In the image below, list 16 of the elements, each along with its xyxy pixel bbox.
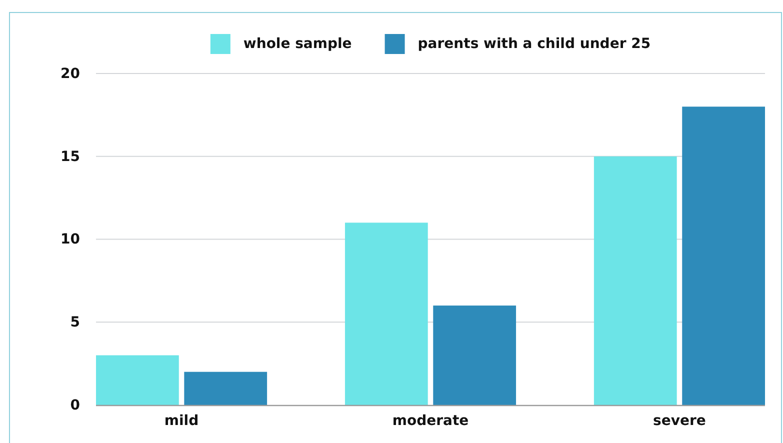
x-tick-label: mild	[164, 412, 199, 429]
bar	[682, 106, 765, 405]
y-tick-label: 0	[70, 397, 80, 414]
x-tick-label: severe	[653, 412, 706, 429]
y-tick-label: 5	[70, 314, 80, 331]
bar	[433, 306, 516, 405]
x-tick-label: moderate	[392, 412, 469, 429]
bar	[594, 156, 677, 405]
y-tick-label: 20	[60, 66, 80, 82]
y-tick-label: 15	[60, 148, 80, 165]
y-tick-label: 10	[60, 232, 80, 248]
bar	[344, 222, 428, 405]
bar	[184, 372, 268, 405]
bar	[96, 355, 179, 405]
legend-label: parents with a child under 25	[418, 36, 651, 52]
legend-label: whole sample	[243, 36, 352, 52]
